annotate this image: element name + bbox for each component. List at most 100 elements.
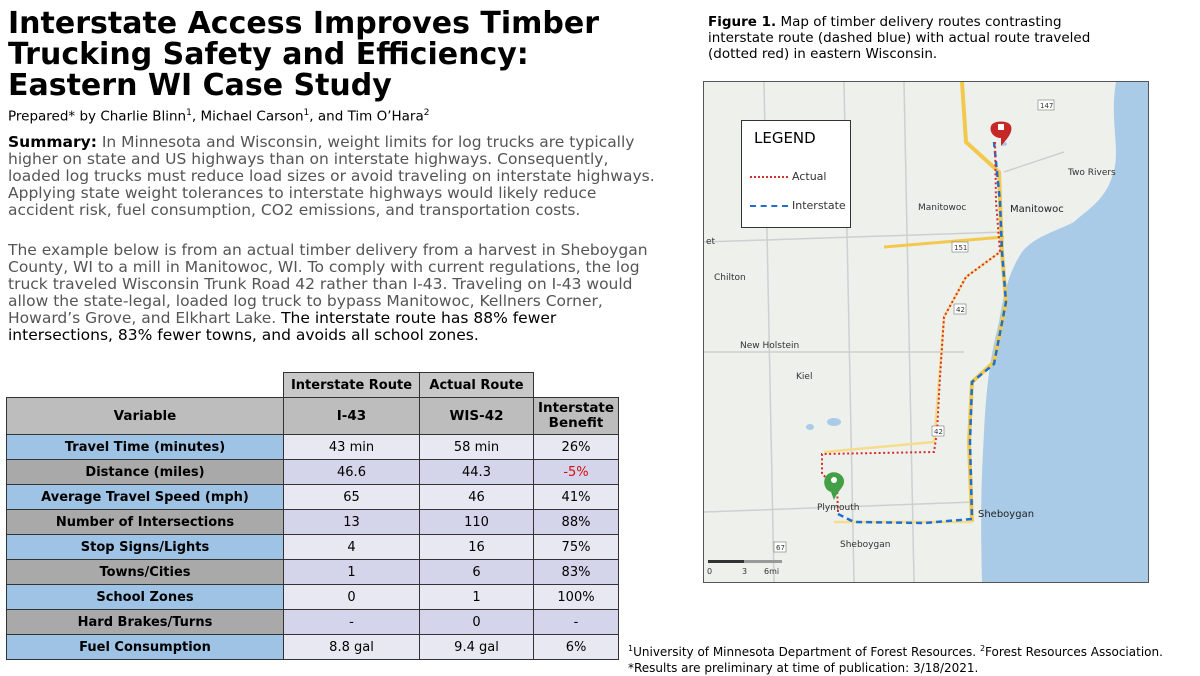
legend-actual-label: Actual [792,170,827,183]
table-row: Hard Brakes/Turns - 0 - [6,609,619,635]
author-3-affiliation: 2 [423,108,430,118]
example-text: The example below is from an actual timb… [8,241,648,327]
road [1003,151,1065,173]
place-et: et [706,237,716,247]
lake-michigan [981,82,1148,582]
table-row: Average Travel Speed (mph) 65 46 41% [6,484,619,510]
row-variable: Stop Signs/Lights [6,534,284,560]
example-emphasis: The interstate route has 88% fewer inter… [8,309,557,344]
summary-paragraph: Summary: In Minnesota and Wisconsin, wei… [8,134,658,219]
row-benefit: 100% [533,584,619,610]
road [704,501,975,513]
authors-line: Prepared* by Charlie Blinn1, Michael Car… [8,108,430,125]
footnotes: 1University of Minnesota Department of F… [628,641,1163,676]
authors-and: , and [309,108,348,125]
route-map-graphic: 147 151 42 42 67 0 3 6mi [704,82,1148,582]
row-benefit: -5% [533,459,619,485]
place-manitowoc: Manitowoc [1010,204,1064,215]
scale-0: 0 [707,567,712,576]
author-1: Charlie Blinn [100,108,187,125]
road [704,231,1005,243]
group-header-interstate: Interstate Route [283,372,420,398]
author-3: Tim O’Hara [347,108,424,125]
table-row: Distance (miles) 46.6 44.3 -5% [6,459,619,485]
row-i43: 65 [283,484,420,510]
legend-actual-swatch [750,175,788,178]
place-manitowoc-township: Manitowoc [918,203,967,213]
row-i43: 4 [283,534,420,560]
table-row: Stop Signs/Lights 4 16 75% [6,534,619,560]
small-lake [806,424,814,430]
table-row: Fuel Consumption 8.8 gal 9.4 gal 6% [6,634,619,660]
row-wis42: 44.3 [419,459,534,485]
scale-6: 6mi [764,567,779,576]
destination-pin [990,121,1012,146]
page-title: Interstate Access Improves Timber Trucki… [8,6,599,103]
legend-interstate-row: Interstate [750,199,846,212]
col-header-i43: I-43 [283,397,420,435]
figure-caption: Figure 1. Map of timber delivery routes … [708,14,1128,62]
row-variable: Travel Time (minutes) [6,434,284,460]
group-header-actual: Actual Route [419,372,534,398]
place-plymouth: Plymouth [817,503,860,513]
small-lake [827,418,841,426]
footnote-preliminary: *Results are preliminary at time of publ… [628,661,979,675]
actual-route-line [821,141,1002,513]
scale-bar: 0 3 6mi [707,560,782,576]
example-paragraph: The example below is from an actual timb… [8,242,658,344]
interstate-route-line [837,141,1008,525]
place-kiel: Kiel [796,372,813,382]
footnote-sup-2: 2 [979,644,986,653]
highway-151 [883,235,1005,249]
row-variable: Number of Intersections [6,509,284,535]
shield-147: 147 [1040,102,1053,110]
row-variable: Distance (miles) [6,459,284,485]
table-row: Towns/Cities 1 6 83% [6,559,619,585]
shield-42-south: 42 [934,428,943,436]
legend-interstate-label: Interstate [792,199,846,212]
row-wis42: 16 [419,534,534,560]
legend-interstate-swatch [750,204,788,207]
figure-caption-text: Map of timber delivery routes contrastin… [708,14,1091,62]
row-benefit: - [533,609,619,635]
map-legend: LEGEND Actual Interstate [741,120,851,228]
summary-label: Summary: [8,133,97,151]
origin-pin [824,472,845,500]
place-sheboygan: Sheboygan [978,509,1035,520]
comparison-table: Interstate Route Actual Route Variable I… [6,372,619,660]
row-i43: 43 min [283,434,420,460]
figure-label: Figure 1. [708,14,777,30]
road [903,82,915,582]
row-variable: Towns/Cities [6,559,284,585]
author-2: Michael Carson [200,108,304,125]
row-benefit: 26% [533,434,619,460]
row-i43: 46.6 [283,459,420,485]
shield-42-north: 42 [956,306,965,314]
row-benefit: 83% [533,559,619,585]
footnote-affiliation-2: Forest Resources Association. [985,645,1163,659]
row-wis42: 46 [419,484,534,510]
row-variable: School Zones [6,584,284,610]
row-i43: 0 [283,584,420,610]
row-wis42: 6 [419,559,534,585]
table-row: School Zones 0 1 100% [6,584,619,610]
col-header-benefit: Interstate Benefit [533,397,619,435]
footnote-sup-1: 1 [628,644,634,653]
author-2-affiliation: 1 [303,108,310,118]
legend-title: LEGEND [754,129,816,147]
legend-actual-row: Actual [750,170,826,183]
row-benefit: 75% [533,534,619,560]
author-1-affiliation: 1 [186,108,192,118]
row-variable: Hard Brakes/Turns [6,609,284,635]
footnote-affiliation-1: University of Minnesota Department of Fo… [633,645,980,659]
row-wis42: 110 [419,509,534,535]
row-benefit: 88% [533,509,619,535]
summary-text: In Minnesota and Wisconsin, weight limit… [8,133,655,219]
table-row: Travel Time (minutes) 43 min 58 min 26% [6,434,619,460]
footnote-affiliations: 1University of Minnesota Department of F… [628,641,1163,660]
route-map: 147 151 42 42 67 0 3 6mi LEGEND Actual I… [703,81,1149,583]
row-i43: 1 [283,559,420,585]
row-i43: 8.8 gal [283,634,420,660]
table-row: Number of Intersections 13 110 88% [6,509,619,535]
place-two-rivers: Two Rivers [1068,168,1116,178]
